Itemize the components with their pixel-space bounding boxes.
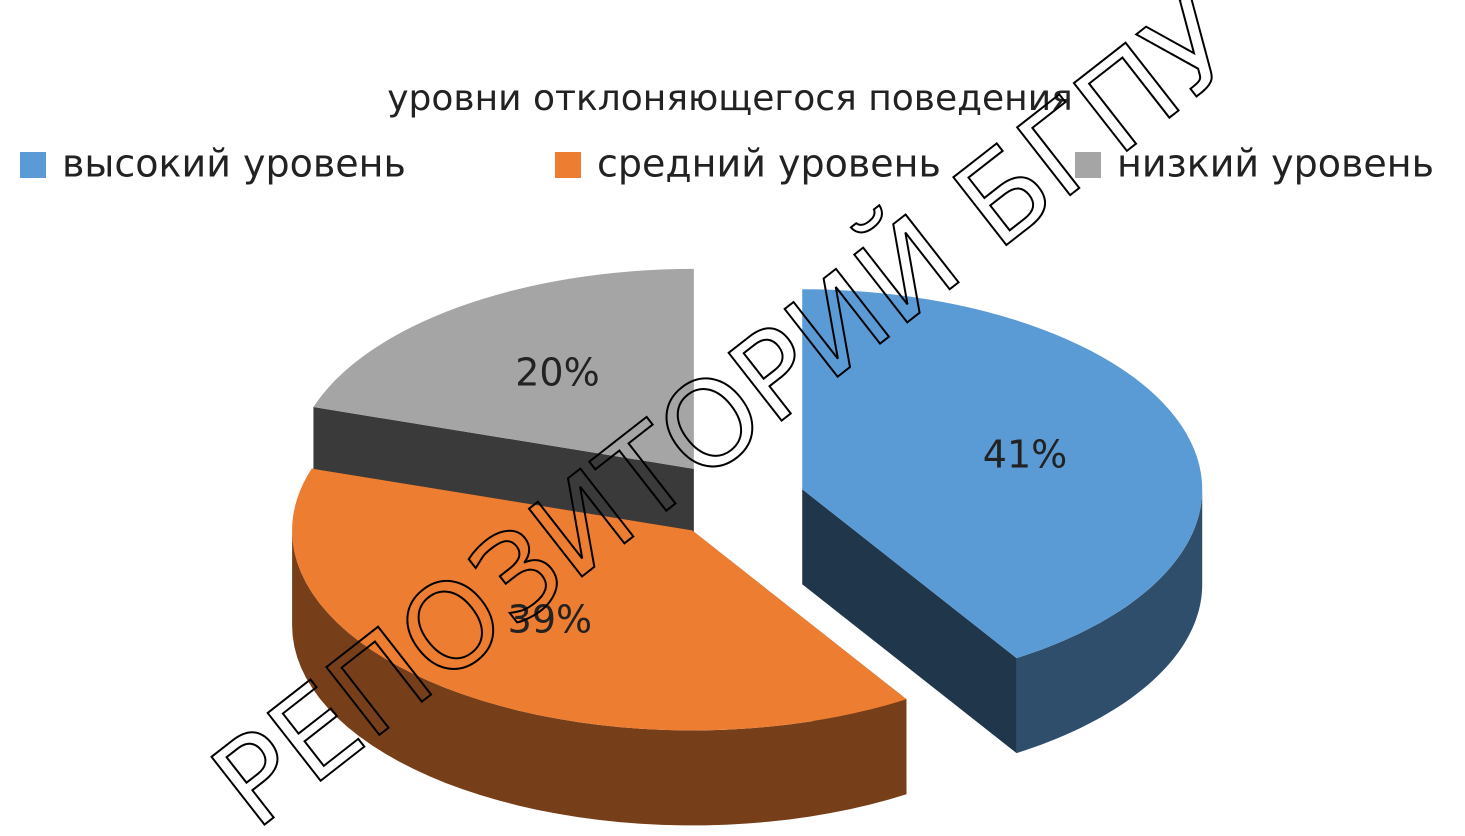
data-label: 39% [508,598,592,642]
data-label: 41% [983,432,1067,476]
legend-swatch [555,152,581,178]
legend-label: средний уровень [597,142,941,186]
data-label: 20% [515,351,599,395]
slice-side [1016,489,1203,754]
legend-label: низкий уровень [1117,142,1434,186]
slice-top [802,289,1203,659]
slice-top [313,268,694,469]
legend-swatch [20,152,46,178]
slice [292,468,907,826]
legend-label: высокий уровень [62,142,406,186]
slice-top [292,468,907,731]
slice-cut-face [802,489,1017,754]
slice-side [292,530,907,826]
slice [802,289,1203,754]
legend-swatch [1075,152,1101,178]
chart-title: уровни отклоняющегося поведения [387,78,1073,119]
